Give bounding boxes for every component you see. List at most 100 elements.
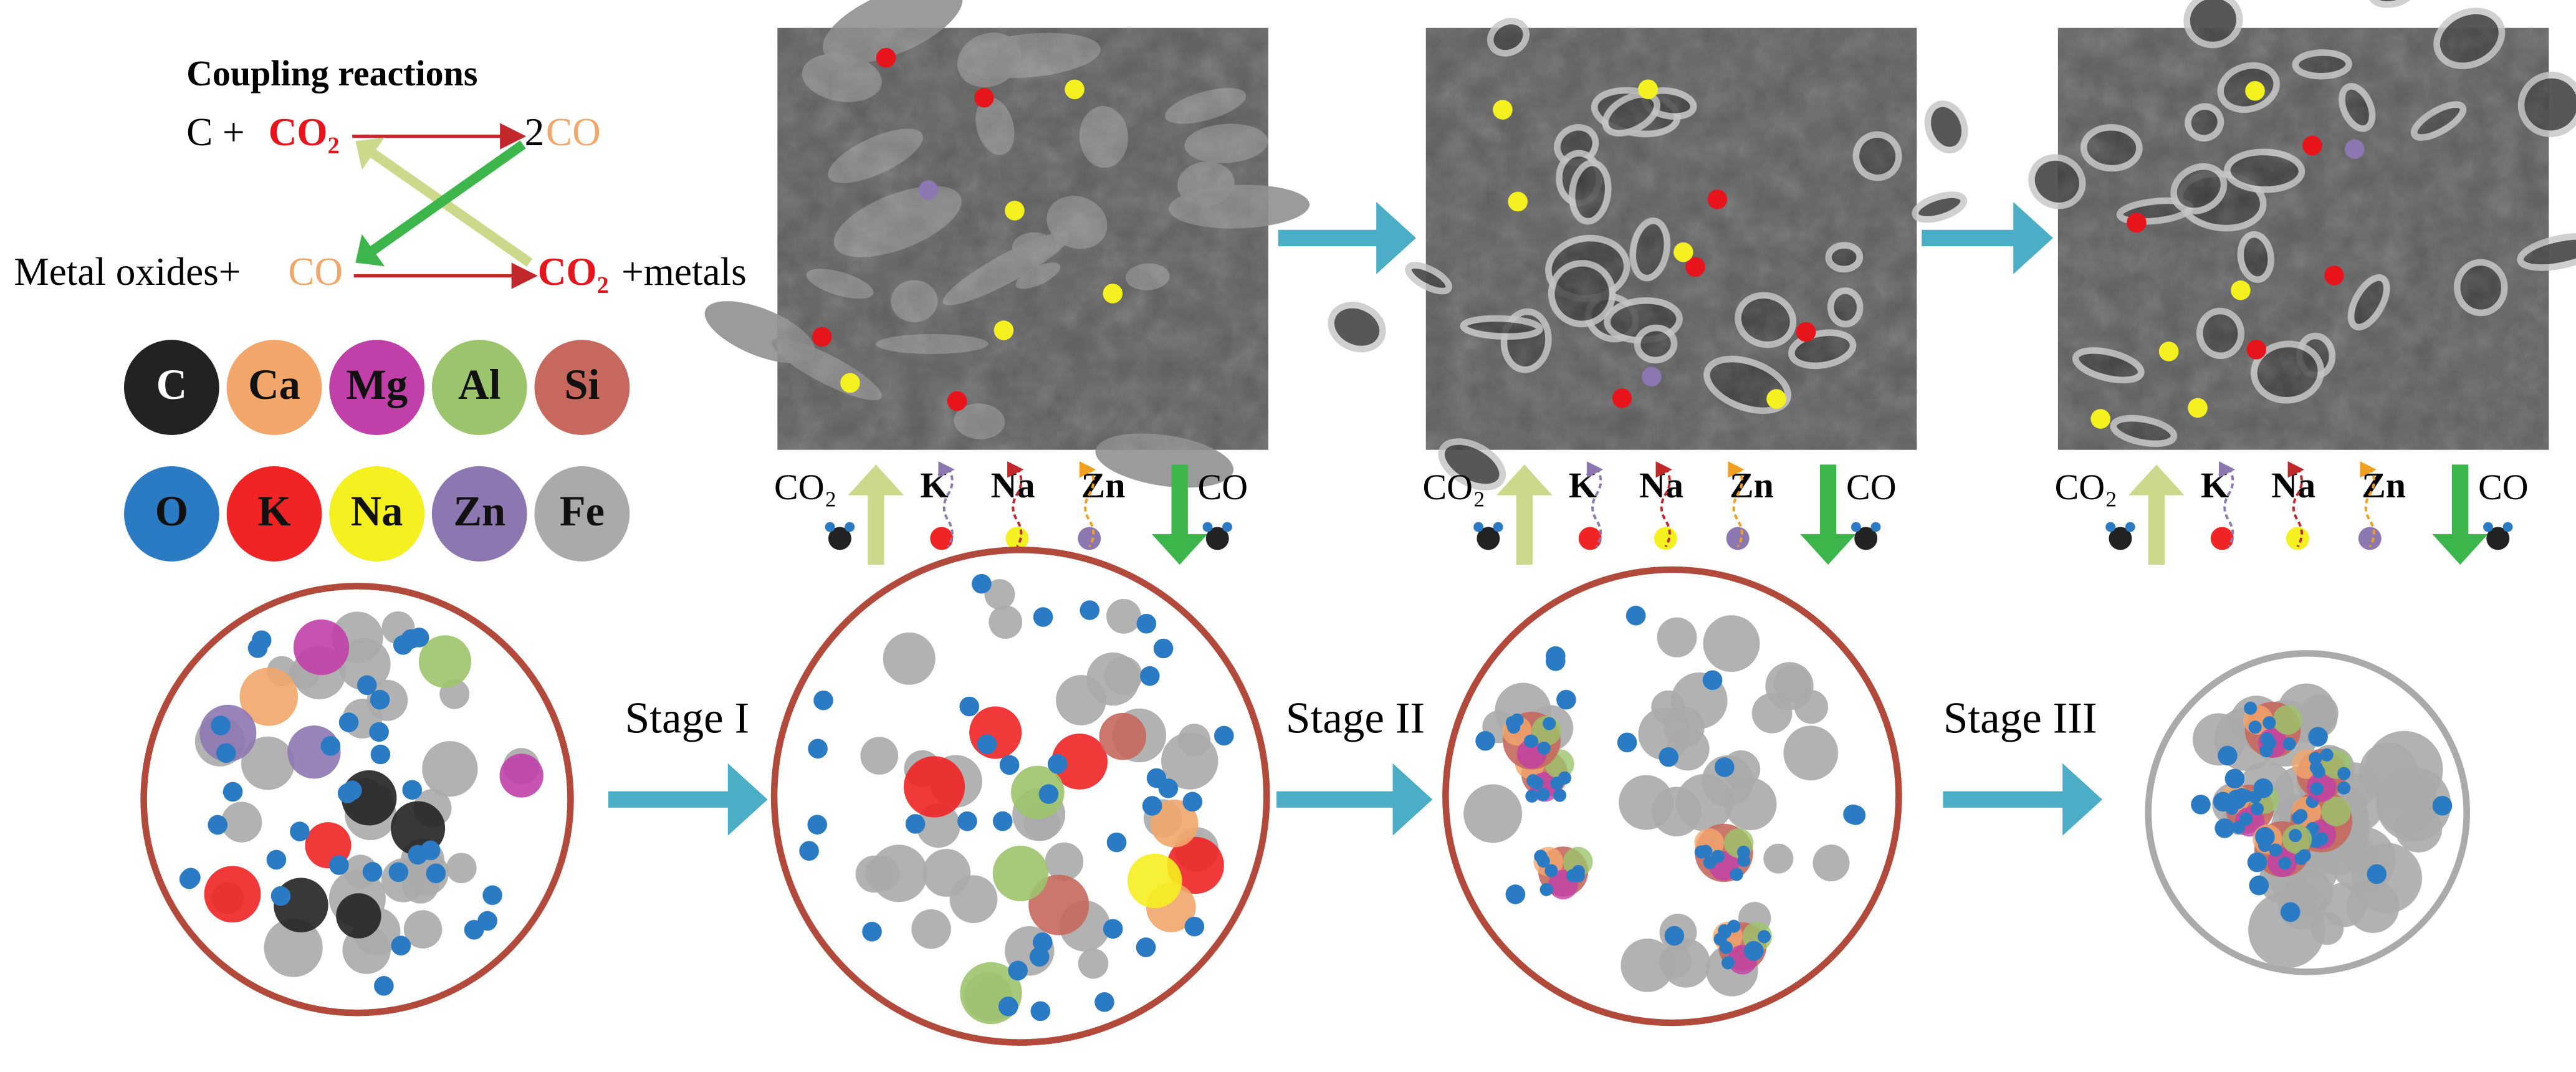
o-atom bbox=[362, 861, 383, 882]
species-icon bbox=[2358, 527, 2382, 550]
particle bbox=[221, 802, 262, 843]
o-atom bbox=[1182, 792, 1203, 812]
o-atom bbox=[391, 936, 411, 956]
o-atom bbox=[2247, 852, 2267, 873]
particle bbox=[446, 853, 477, 884]
o-atom bbox=[1202, 522, 1213, 532]
label: CO₂ bbox=[774, 467, 837, 507]
label: 2 bbox=[525, 110, 545, 154]
element-swatch bbox=[534, 466, 630, 562]
sem-dot bbox=[1638, 79, 1658, 100]
arrow bbox=[355, 140, 526, 267]
arrow bbox=[1800, 464, 1856, 565]
particle bbox=[239, 668, 298, 726]
o-atom bbox=[1664, 926, 1685, 946]
sem-dot bbox=[1796, 322, 1816, 342]
o-atom bbox=[464, 919, 484, 940]
particle bbox=[2346, 880, 2400, 933]
label: Stage I bbox=[625, 694, 749, 742]
wavy-line bbox=[1012, 467, 1023, 548]
o-atom bbox=[2248, 720, 2262, 734]
o-atom bbox=[1136, 937, 1156, 957]
sem-dot bbox=[1493, 100, 1513, 120]
o-atom bbox=[1214, 725, 1234, 746]
o-atom bbox=[1543, 717, 1556, 730]
particle bbox=[499, 754, 543, 798]
species-icon bbox=[1726, 527, 1750, 550]
o-atom bbox=[992, 811, 1013, 831]
o-atom bbox=[2483, 522, 2493, 532]
species-icon bbox=[2210, 527, 2234, 550]
particle bbox=[903, 756, 965, 818]
o-atom bbox=[998, 996, 1018, 1017]
o-atom bbox=[266, 849, 287, 870]
o-atom bbox=[1153, 638, 1174, 659]
label: Ca bbox=[248, 361, 300, 408]
o-atom bbox=[2337, 781, 2351, 795]
o-atom bbox=[2320, 748, 2334, 762]
species-icon bbox=[2286, 527, 2309, 550]
arrow bbox=[2432, 464, 2488, 565]
arrow bbox=[1278, 201, 1416, 274]
o-atom bbox=[320, 736, 341, 756]
element-swatch bbox=[534, 340, 630, 436]
o-atom bbox=[2105, 522, 2116, 532]
particle bbox=[293, 619, 350, 676]
flag bbox=[1586, 461, 1604, 478]
particle bbox=[1563, 846, 1593, 877]
label: CO bbox=[546, 110, 601, 154]
particle bbox=[1045, 842, 1084, 881]
label: Coupling reactions bbox=[186, 53, 477, 93]
element-swatch bbox=[123, 466, 219, 562]
sem-dot bbox=[1685, 257, 1705, 277]
element-swatch bbox=[123, 340, 219, 436]
sem-dot bbox=[1508, 191, 1528, 212]
o-atom bbox=[2282, 737, 2296, 751]
o-atom bbox=[369, 722, 389, 742]
arrow bbox=[848, 464, 904, 565]
flag bbox=[2287, 461, 2304, 478]
particle bbox=[422, 740, 478, 797]
o-atom bbox=[1536, 788, 1550, 802]
label: CO bbox=[2478, 467, 2529, 507]
particle bbox=[1056, 674, 1106, 725]
particle bbox=[264, 918, 323, 977]
sem-dot bbox=[2188, 398, 2208, 418]
species-icon bbox=[1078, 527, 1101, 550]
o-atom bbox=[1033, 607, 1053, 627]
sem-dot bbox=[2090, 409, 2110, 429]
o-atom bbox=[374, 976, 394, 996]
element-swatch bbox=[329, 340, 425, 436]
wavy-line bbox=[942, 467, 954, 548]
o-atom bbox=[2224, 768, 2245, 789]
particle bbox=[1028, 874, 1089, 936]
label: Mg bbox=[346, 361, 408, 408]
o-atom bbox=[808, 739, 828, 759]
label: +metals bbox=[621, 250, 747, 294]
particle bbox=[1721, 750, 1761, 789]
o-atom bbox=[1158, 778, 1179, 798]
o-atom bbox=[999, 755, 1020, 775]
label: Na bbox=[351, 487, 403, 535]
sem-dot bbox=[1103, 284, 1123, 304]
sem-dot bbox=[2127, 213, 2147, 233]
o-atom bbox=[2226, 789, 2247, 810]
particle bbox=[336, 893, 381, 939]
sem-dot bbox=[1642, 366, 1662, 386]
o-atom bbox=[1475, 730, 1495, 751]
particle bbox=[2321, 797, 2351, 826]
particle bbox=[984, 579, 1015, 610]
element-swatch bbox=[226, 466, 322, 562]
sem-noise bbox=[1425, 27, 1917, 450]
o-atom bbox=[813, 690, 833, 711]
particle bbox=[922, 849, 971, 897]
particle bbox=[1657, 617, 1697, 658]
o-atom bbox=[1103, 919, 1123, 939]
o-atom bbox=[1851, 522, 1861, 532]
element-swatch bbox=[431, 340, 527, 436]
label: CO₂ bbox=[2055, 467, 2118, 507]
particle bbox=[911, 909, 951, 949]
particle bbox=[1619, 775, 1674, 830]
particle bbox=[860, 737, 899, 775]
particle bbox=[2272, 705, 2302, 735]
